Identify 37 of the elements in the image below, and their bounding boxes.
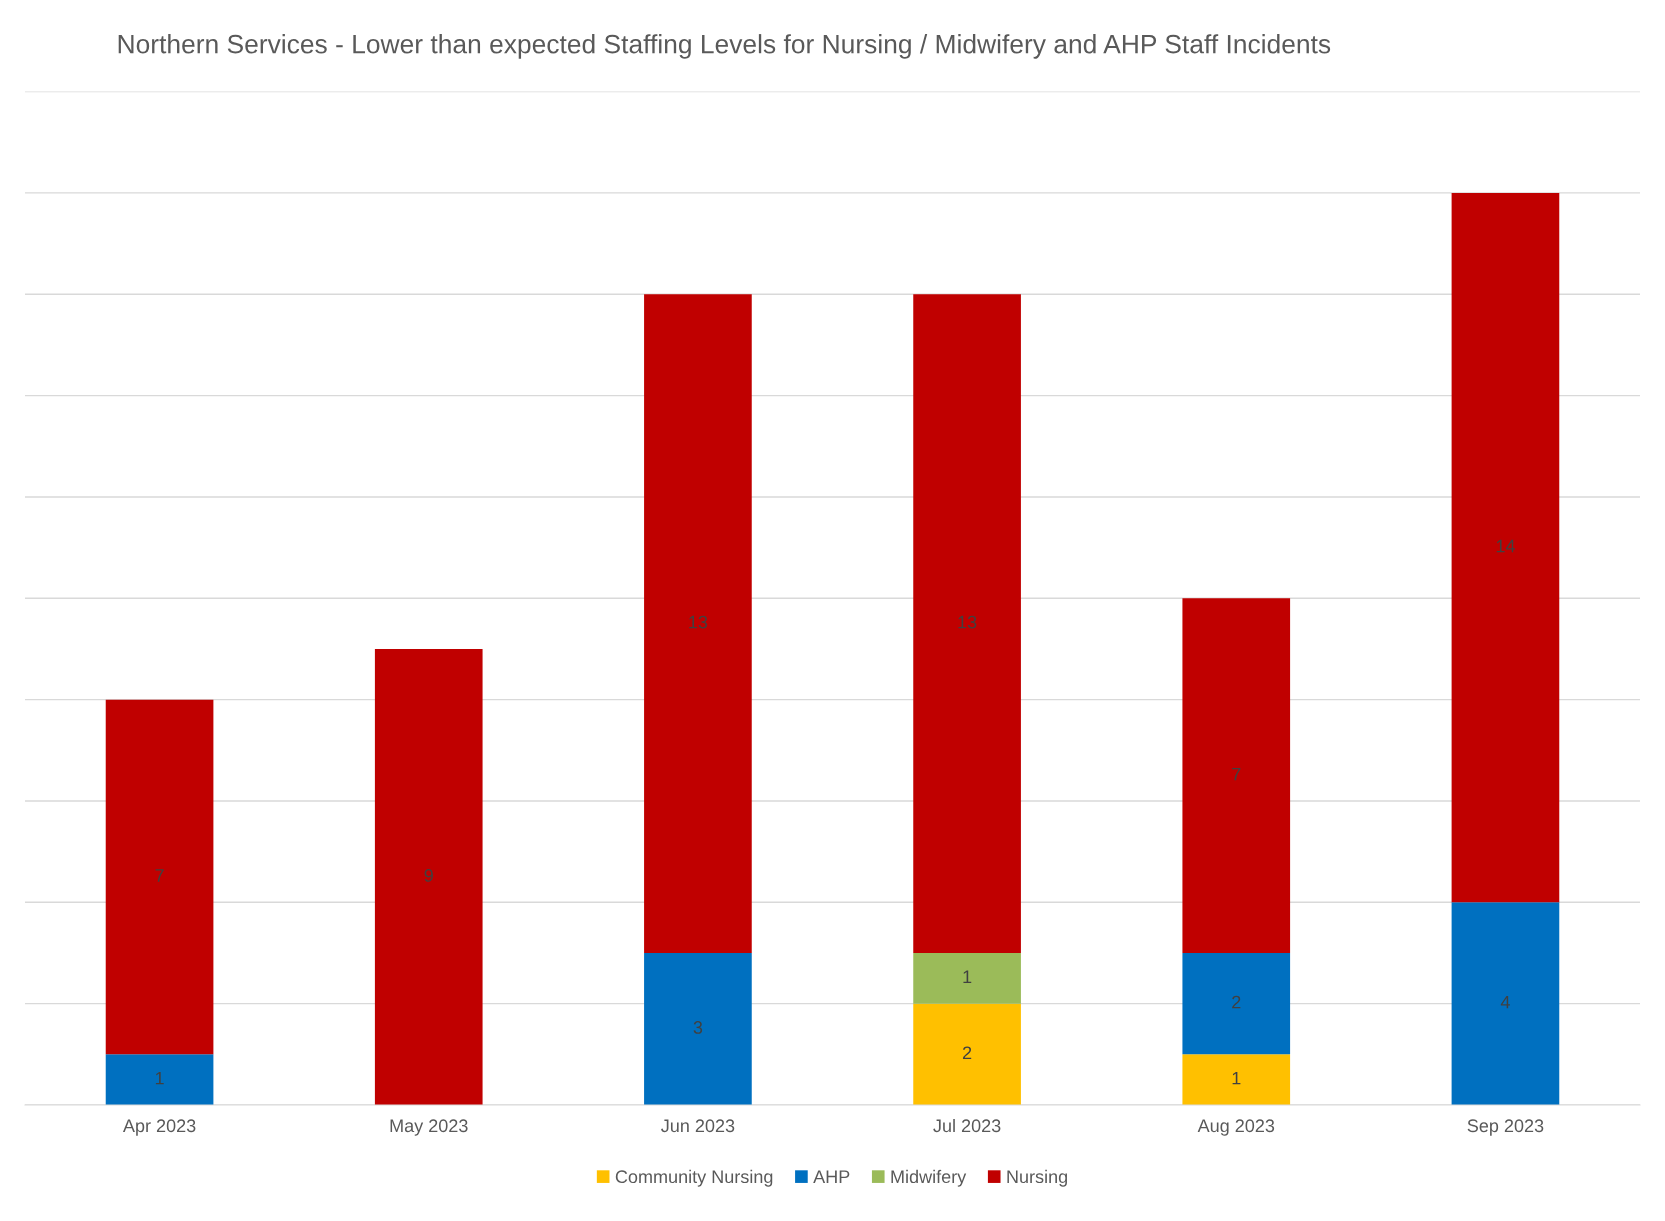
bar	[913, 294, 1021, 953]
bar	[1451, 902, 1560, 1105]
bar	[105, 699, 214, 1055]
data-label: 9	[424, 869, 433, 882]
bar	[913, 952, 1021, 1004]
x-tick-label: May 2023	[390, 1119, 468, 1136]
bar	[644, 294, 752, 953]
legend-label: Nursing	[1007, 1169, 1067, 1187]
bar	[374, 648, 483, 1105]
data-label: 3	[693, 1021, 703, 1034]
data-label: 7	[155, 869, 164, 882]
data-label: 1	[1232, 1071, 1241, 1085]
data-label: 2	[1232, 995, 1241, 1009]
data-label: 14	[1496, 539, 1515, 553]
bar	[1182, 598, 1291, 953]
legend-label: Midwifery	[891, 1169, 967, 1187]
x-tick-label: Aug 2023	[1197, 1119, 1275, 1136]
x-tick-label: Jun 2023	[661, 1119, 735, 1133]
data-label: 1	[963, 970, 972, 983]
bar	[105, 1054, 214, 1105]
legend-label: AHP	[813, 1170, 850, 1183]
data-label: 4	[1500, 995, 1510, 1009]
x-tick-label: Sep 2023	[1467, 1119, 1544, 1136]
x-tick-label: Jul 2023	[933, 1118, 1001, 1133]
bar	[913, 1003, 1021, 1105]
data-label: 1	[155, 1071, 164, 1085]
data-label: 13	[689, 615, 708, 629]
data-label: 13	[958, 615, 977, 629]
legend-label: Community Nursing	[615, 1169, 773, 1187]
data-label: 2	[962, 1046, 972, 1059]
bar	[1182, 1054, 1291, 1105]
data-label: 7	[1232, 767, 1241, 781]
x-tick-label: Apr 2023	[122, 1119, 196, 1136]
chart-title: Northern Services - Lower than expected Staffing Levels for Nursing / Midwifery and AHP Staff Incidents	[118, 34, 1331, 59]
bar	[1451, 192, 1560, 903]
bar	[1182, 952, 1291, 1055]
bar	[644, 952, 752, 1105]
